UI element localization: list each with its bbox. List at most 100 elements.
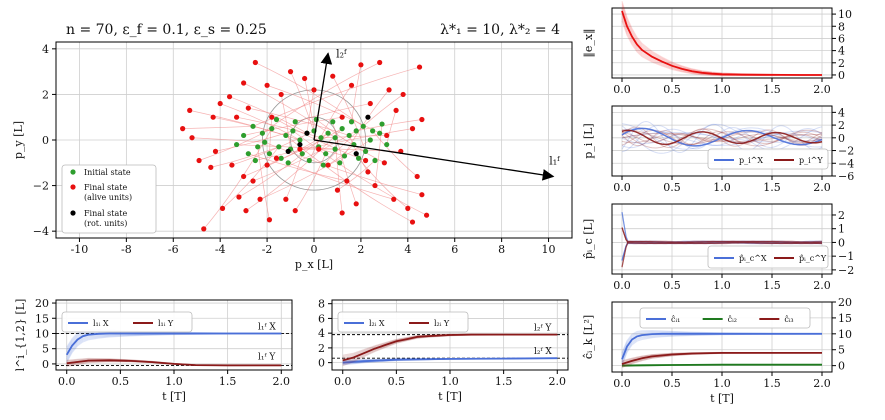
x-axis-label: t [T] xyxy=(162,390,186,403)
x-tick-label: 1.0 xyxy=(441,375,459,388)
vector-arrow xyxy=(313,139,555,181)
legend-label: Final state xyxy=(84,183,127,192)
initial-point xyxy=(269,126,275,132)
legend-box xyxy=(61,164,157,234)
final-alive-point xyxy=(363,157,369,164)
final-alive-point xyxy=(208,164,214,170)
final-alive-point xyxy=(236,194,242,200)
series-line xyxy=(621,133,823,144)
final-rot-point xyxy=(365,114,371,120)
initial-point xyxy=(273,116,280,123)
y-tick-label: 1 xyxy=(838,223,845,236)
final-alive-point xyxy=(334,187,341,193)
series-line xyxy=(621,132,822,142)
final-alive-point xyxy=(348,82,355,88)
y-tick-label: 2 xyxy=(838,119,845,132)
series-line xyxy=(621,363,822,367)
final-alive-point xyxy=(219,205,226,211)
x-tick-label: 0 xyxy=(311,243,318,256)
x-tick-label: 1.0 xyxy=(713,377,731,390)
axes-l1: 0.0 0.5 1.0 1.5 2.0 0 5 10 15 20 l^i_{1,2} [L] t [T… xyxy=(14,297,293,403)
trajectory xyxy=(257,146,270,220)
initial-point xyxy=(384,141,390,148)
final-alive-point xyxy=(257,196,263,202)
x-tick-label: 1.5 xyxy=(763,279,781,292)
initial-point xyxy=(353,128,359,134)
y-tick-label: −2 xyxy=(838,264,854,277)
series-line xyxy=(621,332,822,360)
series-line xyxy=(66,359,282,367)
series-line xyxy=(621,227,822,245)
final-alive-point xyxy=(264,82,270,88)
x-tick-label: 10 xyxy=(542,243,556,256)
y-tick-label: −6 xyxy=(838,170,854,183)
final-alive-point xyxy=(409,219,416,225)
x-axis-label: t [T] xyxy=(710,392,734,405)
series-line xyxy=(342,333,558,362)
series-line xyxy=(621,352,822,365)
initial-point xyxy=(330,119,336,125)
final-rot-point xyxy=(353,151,359,157)
final-alive-point xyxy=(283,196,289,202)
y-tick-label: 0 xyxy=(838,236,845,249)
final-alive-point xyxy=(250,178,256,184)
trajectory xyxy=(210,146,279,168)
final-alive-point xyxy=(241,173,247,180)
series-line xyxy=(621,129,823,146)
y-tick-label: 15 xyxy=(838,312,852,325)
trajectory xyxy=(288,162,394,200)
final-alive-point xyxy=(339,210,345,216)
legend-box xyxy=(707,148,829,170)
trajectory xyxy=(220,103,301,141)
initial-point xyxy=(306,157,312,164)
x-tick-label: 1.5 xyxy=(763,83,781,96)
x-tick-label: 2.0 xyxy=(813,83,831,96)
final-alive-point xyxy=(187,107,193,113)
trajectory xyxy=(264,141,422,196)
initial-point xyxy=(290,128,296,134)
initial-point xyxy=(355,155,362,161)
legend-label: Final state xyxy=(84,209,127,218)
vector-label: l₁ᶠ xyxy=(549,154,560,167)
initial-point xyxy=(341,153,348,159)
initial-point xyxy=(348,119,355,125)
x-tick-label: 8 xyxy=(498,243,505,256)
trajectory xyxy=(245,128,343,211)
final-alive-point xyxy=(377,59,383,66)
trajectory xyxy=(321,135,387,139)
legend-label: p_i^Y xyxy=(799,156,823,165)
trajectory xyxy=(280,94,291,150)
legend-label: p̂ᵢ_c^Y xyxy=(799,254,827,263)
y-tick-label: 0 xyxy=(838,360,845,373)
series-line xyxy=(621,124,823,153)
x-tick-label: 1.0 xyxy=(165,375,183,388)
axes-pos: 0.0 0.5 1.0 1.5 2.0 420−2−4−6 p_i [L] p_i^X p_i^… xyxy=(582,105,854,194)
trajectory xyxy=(356,119,422,132)
legend-marker xyxy=(70,184,76,190)
final-alive-point xyxy=(325,162,331,168)
y-tick-label: 2 xyxy=(838,209,845,222)
legend-label: l₁ᵢ Y xyxy=(158,319,174,328)
final-alive-point xyxy=(316,146,322,152)
trajectory xyxy=(337,160,376,191)
initial-point xyxy=(370,128,376,134)
trajectory xyxy=(351,64,362,122)
y-tick-label: −2 xyxy=(838,145,854,158)
y-tick-label: 0 xyxy=(838,69,845,82)
final-alive-point xyxy=(189,135,195,141)
x-tick-label: 1.5 xyxy=(219,375,237,388)
vector-arrow xyxy=(313,52,333,141)
final-alive-point xyxy=(229,162,235,168)
x-tick-label: 1.5 xyxy=(495,375,513,388)
x-tick-label: -10 xyxy=(71,243,89,256)
legend-label: (alive units) xyxy=(84,193,132,202)
y-tick-label: −1 xyxy=(838,250,854,263)
x-tick-label: 0.5 xyxy=(663,83,681,96)
y-tick-label: 10 xyxy=(838,8,852,21)
initial-point xyxy=(367,137,373,143)
reference-label: l₁ᶠ X xyxy=(258,322,276,332)
final-alive-point xyxy=(234,114,240,120)
y-tick-label: 0 xyxy=(42,134,49,147)
final-alive-point xyxy=(358,62,364,68)
